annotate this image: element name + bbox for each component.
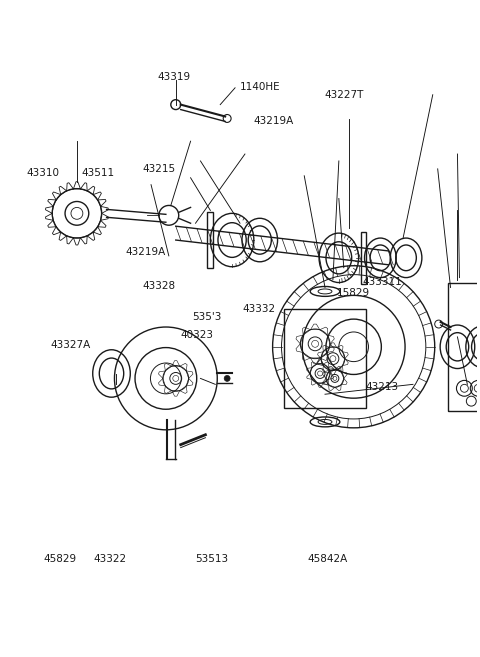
Text: 43327A: 43327A bbox=[50, 340, 90, 350]
Circle shape bbox=[224, 375, 230, 381]
Text: 53513: 53513 bbox=[195, 554, 228, 564]
Text: 43322: 43322 bbox=[93, 554, 126, 564]
Text: 43511: 43511 bbox=[81, 168, 114, 177]
Bar bbox=[285, 309, 366, 408]
Text: 43227T: 43227T bbox=[324, 90, 364, 100]
Text: 43328: 43328 bbox=[143, 281, 176, 291]
Text: 1140HE: 1140HE bbox=[240, 82, 281, 92]
Text: 535'3: 535'3 bbox=[192, 312, 221, 322]
Bar bbox=[447, 283, 480, 411]
Text: 43219A: 43219A bbox=[125, 247, 165, 257]
Text: 45842A: 45842A bbox=[308, 554, 348, 564]
Text: 433311: 433311 bbox=[362, 277, 402, 286]
Text: 43219A: 43219A bbox=[253, 116, 293, 125]
Text: 40323: 40323 bbox=[181, 330, 214, 340]
Text: 43213: 43213 bbox=[366, 382, 399, 392]
Text: 15829: 15829 bbox=[337, 288, 371, 298]
Text: 45829: 45829 bbox=[43, 554, 76, 564]
Text: 43319: 43319 bbox=[157, 72, 190, 81]
Text: 43332: 43332 bbox=[242, 304, 276, 314]
Text: 43310: 43310 bbox=[26, 168, 60, 177]
Bar bbox=[360, 232, 366, 284]
Bar bbox=[207, 212, 213, 267]
Text: 43215: 43215 bbox=[143, 164, 176, 174]
